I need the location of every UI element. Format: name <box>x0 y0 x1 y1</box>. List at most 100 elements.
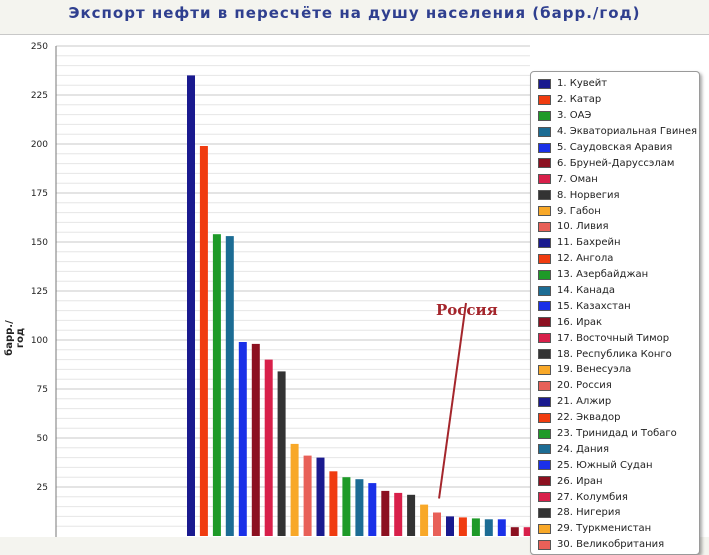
legend-label: 16. Ирак <box>557 316 603 328</box>
legend-label: 11. Бахрейн <box>557 237 621 249</box>
legend-label: 29. Туркменистан <box>557 523 652 535</box>
legend-swatch <box>538 126 551 137</box>
legend-swatch <box>538 237 551 248</box>
legend-item: 23. Тринидад и Тобаго <box>538 426 699 442</box>
legend-label: 21. Алжир <box>557 396 612 408</box>
y-tick-label: 200 <box>31 140 48 150</box>
legend-swatch <box>538 317 551 328</box>
bar <box>187 75 195 537</box>
bar <box>381 490 390 536</box>
annotation-label: Россия <box>436 301 498 319</box>
legend-label: 25. Южный Судан <box>557 459 653 471</box>
legend-swatch <box>538 142 551 153</box>
bar <box>316 457 325 536</box>
bar <box>225 236 234 536</box>
y-tick-label: 75 <box>37 385 48 395</box>
bar <box>290 443 299 536</box>
legend-item: 29. Туркменистан <box>538 521 699 537</box>
legend-item: 4. Экваториальная Гвинея <box>538 124 699 140</box>
legend-label: 14. Канада <box>557 285 616 297</box>
legend-item: 25. Южный Судан <box>538 457 699 473</box>
legend-label: 6. Бруней-Даруссэлам <box>557 157 675 169</box>
chart-panel: 25 50 75 100 125 150 175 200 225 250 барр./год Ро… <box>0 34 709 555</box>
legend-item: 10. Ливия <box>538 219 699 235</box>
bar <box>355 479 364 536</box>
legend-label: 3. ОАЭ <box>557 110 592 122</box>
bar-chart: 25 50 75 100 125 150 175 200 225 250 <box>31 42 571 537</box>
legend-swatch <box>538 221 551 232</box>
legend-swatch <box>538 460 551 471</box>
bar <box>458 517 467 536</box>
legend-label: 17. Восточный Тимор <box>557 332 670 344</box>
legend-label: 8. Норвегия <box>557 189 620 201</box>
legend-label: 5. Саудовская Аравия <box>557 142 673 153</box>
legend-item: 27. Колумбия <box>538 489 699 505</box>
bar <box>368 483 377 536</box>
legend-label: 10. Ливия <box>557 221 609 233</box>
legend-label: 15. Казахстан <box>557 300 631 312</box>
legend-item: 19. Венесуэла <box>538 362 699 378</box>
legend-label: 28. Нигерия <box>557 507 621 519</box>
legend-label: 18. Республика Конго <box>557 348 672 360</box>
legend-item: 21. Алжир <box>538 394 699 410</box>
annotation-arrow <box>438 302 467 499</box>
legend-item: 12. Ангола <box>538 251 699 267</box>
legend-label: 7. Оман <box>557 173 598 185</box>
legend-swatch <box>538 444 551 455</box>
legend-item: 28. Нигерия <box>538 505 699 521</box>
legend-item: 13. Азербайджан <box>538 267 699 283</box>
y-tick-label: 150 <box>31 238 48 248</box>
legend-swatch <box>538 539 551 550</box>
legend-item: 9. Габон <box>538 203 699 219</box>
bar <box>277 371 286 536</box>
legend-swatch <box>538 380 551 391</box>
bar <box>264 359 273 536</box>
legend-swatch <box>538 412 551 423</box>
legend-item: 5. Саудовская Аравия <box>538 140 699 156</box>
bar <box>342 477 351 536</box>
legend-swatch <box>538 206 551 217</box>
bar <box>212 234 221 536</box>
bars <box>187 75 571 537</box>
legend-label: 2. Катар <box>557 94 602 106</box>
bar <box>523 527 532 536</box>
legend: 1. Кувейт 2. Катар 3. ОАЭ 4. Экваториальная… <box>530 71 700 555</box>
bar <box>433 512 441 536</box>
legend-label: 4. Экваториальная Гвинея <box>557 126 698 138</box>
legend-label: 26. Иран <box>557 475 603 487</box>
legend-swatch <box>538 94 551 105</box>
bar <box>303 455 312 536</box>
bar <box>394 492 403 536</box>
legend-swatch <box>538 269 551 280</box>
legend-label: 24. Дания <box>557 443 610 455</box>
y-tick-label: 175 <box>31 189 48 199</box>
legend-label: 27. Колумбия <box>557 491 628 503</box>
legend-item: 2. Катар <box>538 92 699 108</box>
bar <box>238 342 247 536</box>
bar <box>446 516 454 536</box>
legend-swatch <box>538 158 551 169</box>
legend-label: 23. Тринидад и Тобаго <box>557 428 677 440</box>
legend-swatch <box>538 190 551 201</box>
legend-swatch <box>538 110 551 121</box>
legend-swatch <box>538 253 551 264</box>
legend-label: 12. Ангола <box>557 253 614 265</box>
bar <box>329 471 338 536</box>
legend-item: 17. Восточный Тимор <box>538 330 699 346</box>
bar <box>510 527 519 536</box>
chart-title: Экспорт нефти в пересчёте на душу населе… <box>68 4 641 22</box>
legend-label: 13. Азербайджан <box>557 269 649 281</box>
legend-item: 1. Кувейт <box>538 76 699 92</box>
bar <box>497 519 506 536</box>
legend-label: 22. Эквадор <box>557 412 621 424</box>
legend-label: 30. Великобритания <box>557 539 665 551</box>
legend-swatch <box>538 301 551 312</box>
legend-item: 18. Республика Конго <box>538 346 699 362</box>
legend-item: 20. Россия <box>538 378 699 394</box>
legend-swatch <box>538 476 551 487</box>
legend-item: 24. Дания <box>538 441 699 457</box>
bar <box>484 519 493 536</box>
y-tick-label: 50 <box>37 434 49 444</box>
bar <box>407 494 416 536</box>
bar <box>471 518 480 536</box>
